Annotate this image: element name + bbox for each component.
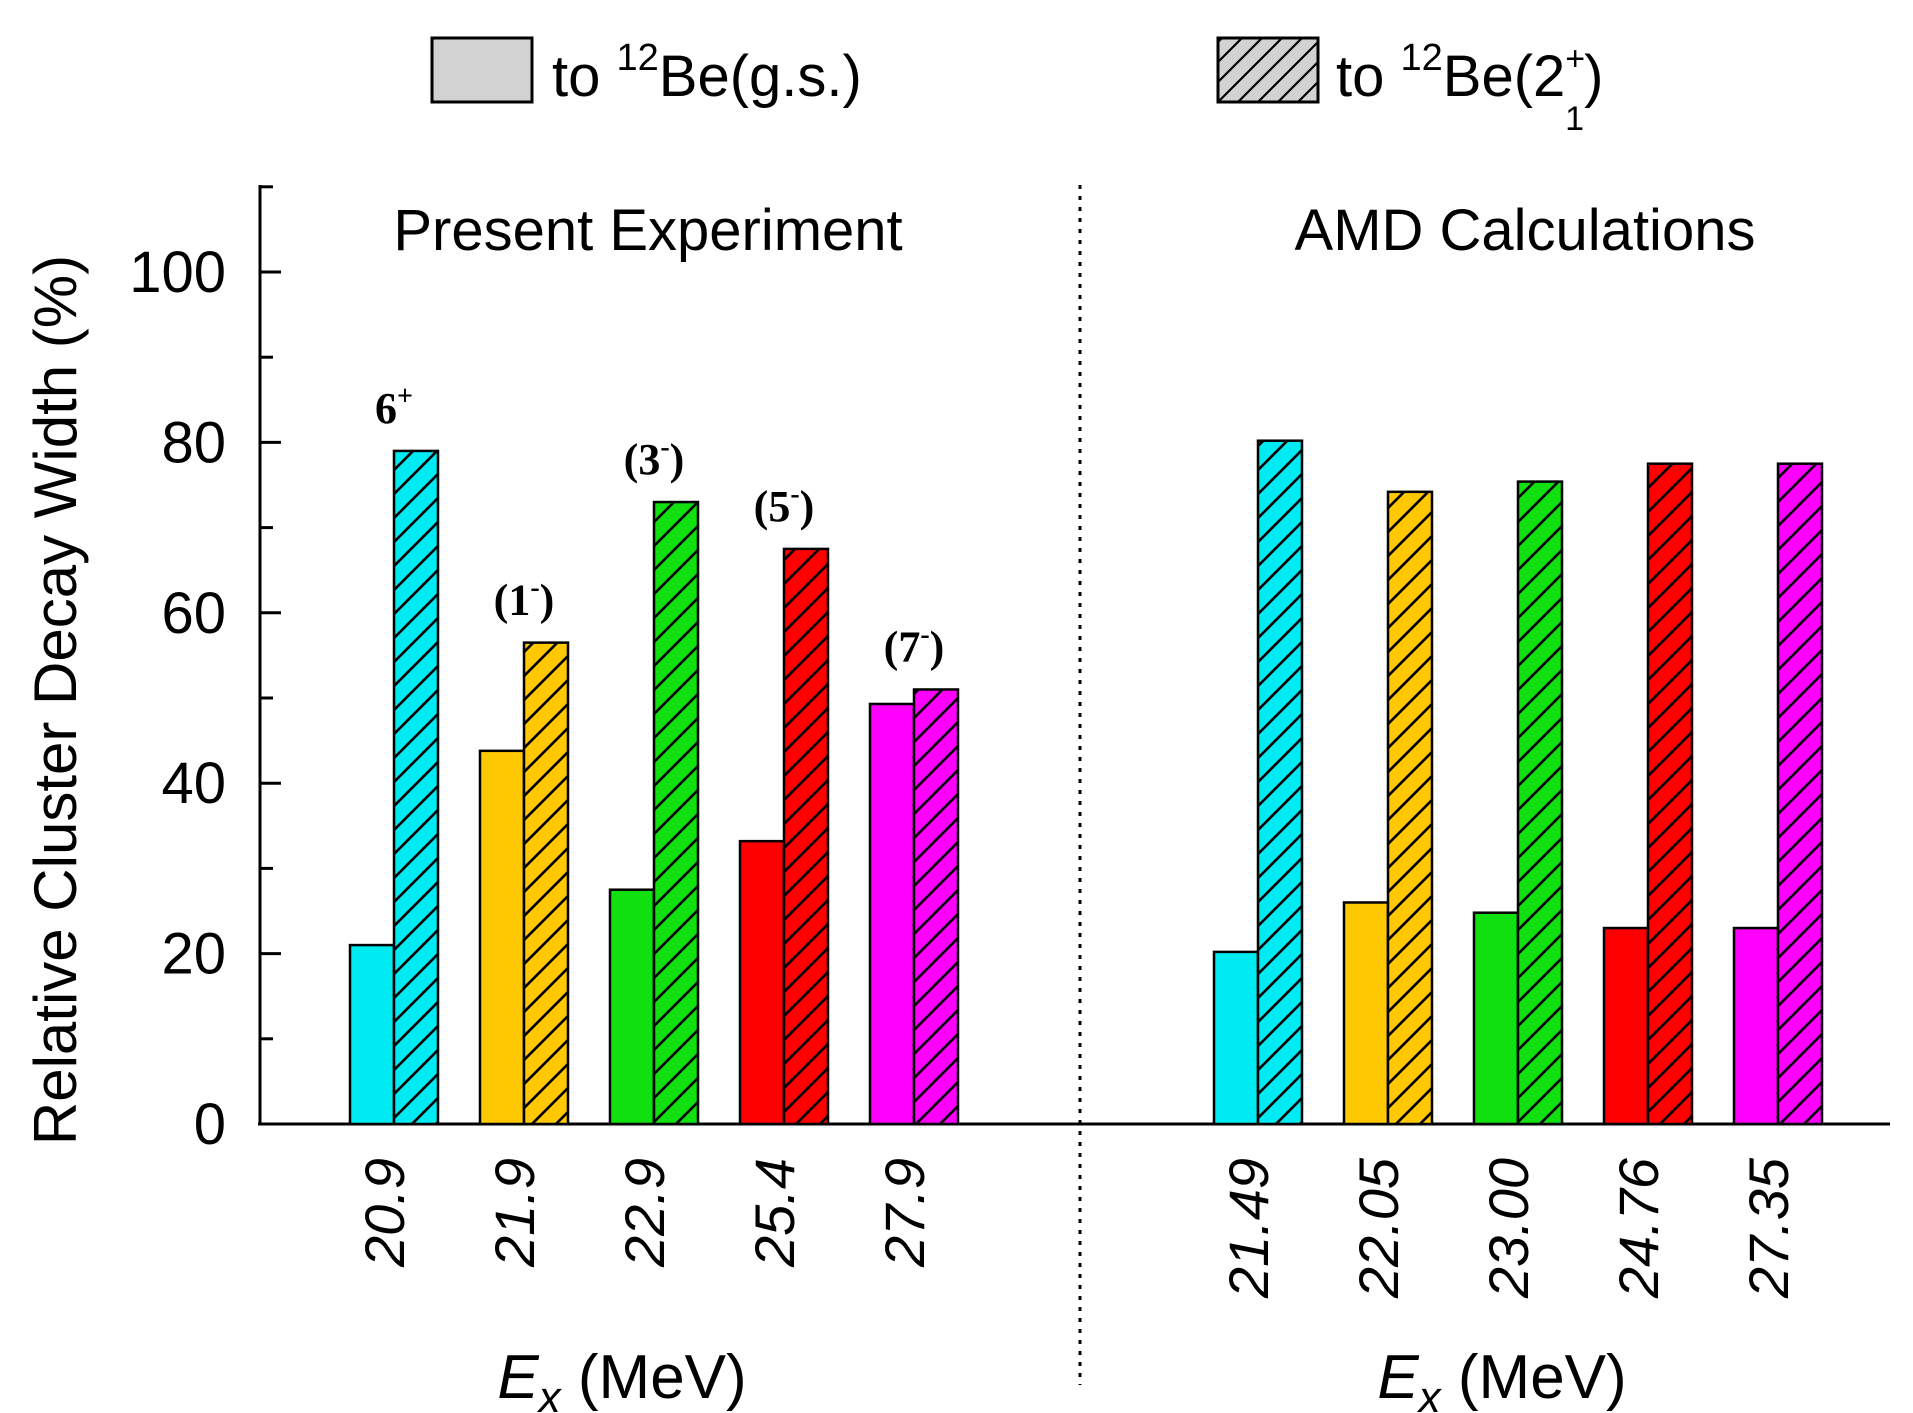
x-tick-label: 22.05 [1347,1157,1410,1299]
bar-excited-state-hatch [652,500,700,1126]
bar-excited-state-hatch [522,641,570,1126]
legend-swatch-ground-state [430,36,534,104]
panel-title-experiment: Present Experiment [393,198,902,263]
y-tick-label: 40 [161,751,226,816]
x-axis-label-amd: Ex (MeV) [1377,1343,1626,1413]
bar-ground-state [1602,926,1650,1126]
x-tick-label: 21.49 [1217,1158,1280,1299]
spin-parity-label: (7-) [884,619,945,671]
spin-parity-label: (1-) [494,573,555,625]
bar-ground-state [738,839,786,1126]
y-tick-label: 60 [161,581,226,646]
legend-swatch-hatch [1216,36,1320,104]
bar-excited-state-hatch [1776,462,1824,1126]
spin-parity-label: (5-) [754,479,815,531]
bar-ground-state [348,943,396,1126]
bar-excited-state-hatch [1516,480,1564,1126]
bar-ground-state [1342,901,1390,1126]
y-axis-label: Relative Cluster Decay Width (%) [22,255,89,1145]
spin-parity-label: 6+ [375,381,413,433]
bar-ground-state [1212,950,1260,1126]
x-tick-label: 25.4 [743,1158,806,1268]
bar-excited-state-hatch [392,449,440,1126]
bar-excited-state-hatch [912,688,960,1126]
bar-ground-state [478,749,526,1126]
bar-excited-state-hatch [1386,490,1434,1126]
x-tick-label: 27.9 [873,1158,936,1268]
bar-excited-state-hatch [782,547,830,1126]
x-tick-label: 20.9 [353,1158,416,1268]
legend: to 12Be(g.s.) to 12Be(2+ 1) [430,36,1603,138]
spin-labels: 6+ (1-) (3-) (5-) (7-) [375,381,944,672]
bar-excited-state-hatch [1646,462,1694,1126]
x-axis-label-experiment: Ex (MeV) [497,1343,746,1413]
bar-ground-state [608,888,656,1126]
bar-excited-state-hatch [1256,439,1304,1126]
spin-parity-label: (3-) [624,432,685,484]
x-tick-label: 22.9 [613,1158,676,1268]
y-tick-label: 100 [129,240,226,305]
x-tick-label: 21.9 [483,1158,546,1268]
legend-label-excited-state: to 12Be(2+ 1) [1336,37,1603,138]
y-tick-label: 0 [194,1092,226,1157]
x-tick-label: 27.35 [1737,1157,1800,1299]
y-tick-label: 80 [161,410,226,475]
x-tick-label: 23.00 [1477,1158,1540,1299]
y-tick-label: 20 [161,922,226,987]
y-ticks: 0 20 40 60 80 100 [129,185,281,1157]
bar-ground-state [868,702,916,1126]
bar-ground-state [1472,911,1520,1126]
bars [348,439,1824,1126]
bar-ground-state [1732,926,1780,1126]
x-tick-label: 24.76 [1607,1157,1670,1299]
x-tick-labels: 20.9 21.9 22.9 25.4 27.9 21.49 22.05 23.00 24.76… [353,1157,1800,1299]
legend-label-ground-state: to 12Be(g.s.) [552,37,862,109]
panel-title-amd: AMD Calculations [1295,198,1756,263]
